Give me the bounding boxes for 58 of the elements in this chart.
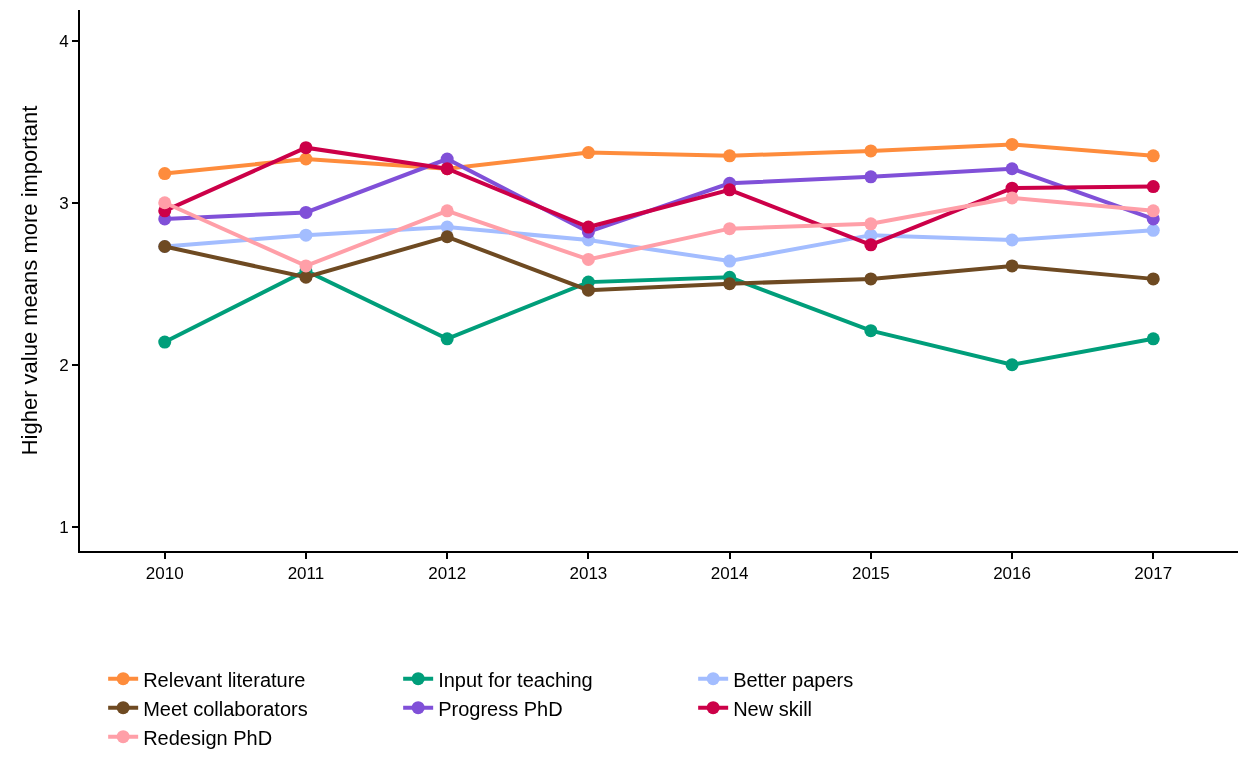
- point: [864, 238, 878, 252]
- point: [1146, 272, 1160, 286]
- legend-label: Meet collaborators: [143, 697, 308, 720]
- legend-label: Input for teaching: [438, 668, 593, 691]
- y-tick-label: 3: [59, 193, 69, 213]
- point: [864, 144, 878, 158]
- point: [440, 204, 454, 218]
- point: [1005, 358, 1019, 372]
- point: [581, 220, 595, 234]
- point: [581, 252, 595, 266]
- point: [1005, 233, 1019, 247]
- point: [864, 170, 878, 184]
- point: [864, 272, 878, 286]
- point: [299, 205, 313, 219]
- point: [440, 230, 454, 244]
- x-tick-label: 2015: [851, 564, 890, 584]
- point: [299, 228, 313, 242]
- y-tick-label: 4: [59, 31, 69, 51]
- point: [864, 217, 878, 231]
- point: [299, 259, 313, 273]
- point: [1146, 332, 1160, 346]
- x-tick-label: 2010: [145, 564, 184, 584]
- point: [1146, 223, 1160, 237]
- point: [1005, 259, 1019, 273]
- y-tick-label: 2: [59, 355, 69, 375]
- point: [1146, 204, 1160, 218]
- point: [299, 141, 313, 155]
- point: [581, 283, 595, 297]
- point: [723, 254, 737, 268]
- legend-label: Better papers: [733, 668, 854, 691]
- point: [723, 149, 737, 163]
- point: [440, 332, 454, 346]
- point: [158, 167, 172, 181]
- legend-label: Redesign PhD: [143, 726, 273, 749]
- point: [1005, 191, 1019, 205]
- point: [723, 277, 737, 291]
- point: [1005, 162, 1019, 176]
- point: [1146, 180, 1160, 194]
- x-tick-label: 2011: [287, 564, 325, 584]
- y-axis-title: Higher value means more important: [17, 105, 43, 456]
- x-tick-label: 2016: [993, 564, 1031, 584]
- point: [1005, 137, 1019, 151]
- legend-label: Progress PhD: [438, 697, 563, 720]
- point: [864, 324, 878, 338]
- x-tick-label: 2012: [428, 564, 467, 584]
- point: [581, 146, 595, 160]
- x-tick-label: 2017: [1134, 564, 1173, 584]
- point: [723, 183, 737, 197]
- legend-label: New skill: [733, 697, 813, 720]
- point: [1146, 149, 1160, 163]
- y-tick-label: 1: [59, 517, 69, 537]
- point: [158, 335, 172, 349]
- point: [723, 222, 737, 236]
- point: [158, 196, 172, 210]
- legend-label: Relevant literature: [143, 668, 306, 691]
- point: [299, 270, 313, 284]
- x-tick-label: 2013: [569, 564, 608, 584]
- x-tick-label: 2014: [710, 564, 749, 584]
